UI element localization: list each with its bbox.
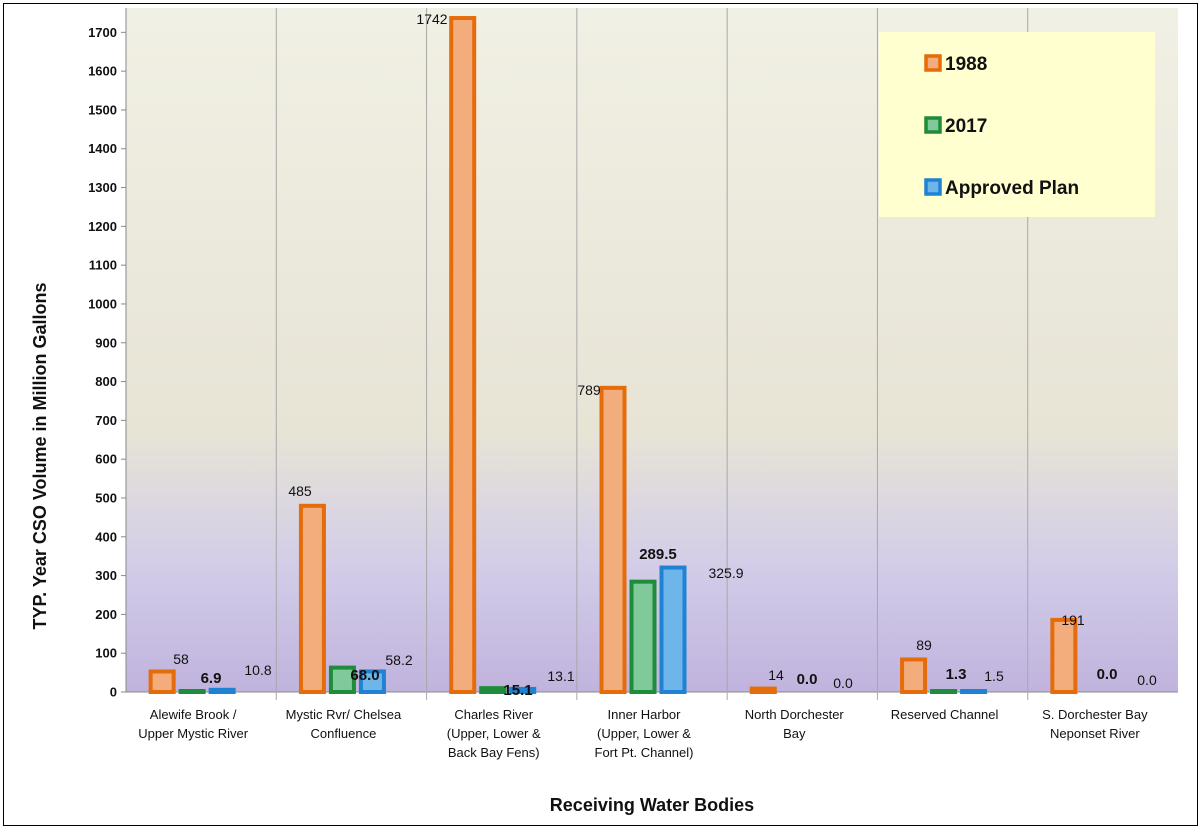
category-label: Alewife Brook / (150, 707, 237, 722)
y-tick-label: 200 (95, 607, 117, 622)
data-label-approved-plan: 13.1 (547, 668, 574, 684)
bar-2017 (629, 579, 657, 694)
data-label-2017: 0.0 (1097, 666, 1118, 683)
legend-swatch-approved-plan (924, 178, 942, 196)
data-label-approved-plan: 58.2 (385, 652, 412, 668)
category-label: Neponset River (1050, 726, 1140, 741)
category-label: Bay (783, 726, 806, 741)
category-label: Fort Pt. Channel) (595, 745, 694, 760)
y-tick-label: 800 (95, 374, 117, 389)
bar-approved-plan (208, 687, 236, 694)
legend-swatch-1988 (924, 54, 942, 72)
data-label-2017: 15.1 (503, 682, 532, 699)
data-label-2017: 6.9 (201, 670, 222, 687)
category-label: (Upper, Lower & (447, 726, 541, 741)
bar-2017 (178, 689, 206, 694)
bar-1988 (1050, 617, 1078, 694)
bar-approved-plan (358, 669, 386, 695)
y-tick-label: 1700 (88, 25, 117, 40)
y-tick-label: 1400 (88, 141, 117, 156)
bar-1988 (449, 16, 477, 695)
category-label: (Upper, Lower & (597, 726, 691, 741)
y-tick-label: 1100 (89, 258, 117, 273)
data-label-2017: 0.0 (797, 671, 818, 688)
data-label-2017: 289.5 (639, 546, 677, 563)
y-axis-title: TYP. Year CSO Volume in Million Gallons (30, 282, 50, 629)
data-label-1988: 89 (916, 637, 932, 653)
legend-label-approved-plan: Approved Plan (945, 178, 1079, 199)
y-tick-label: 300 (95, 568, 117, 583)
legend: 1988 2017 Approved Plan (879, 32, 1155, 217)
data-label-1988: 14 (768, 667, 784, 683)
category-label: North Dorchester (745, 707, 845, 722)
legend-label-1988: 1988 (945, 54, 987, 75)
category-label: S. Dorchester Bay (1042, 707, 1148, 722)
data-label-2017: 68.0 (350, 667, 379, 684)
y-tick-label: 1300 (88, 180, 117, 195)
data-label-1988: 58 (173, 651, 189, 667)
y-tick-label: 500 (95, 490, 117, 505)
y-tick-label: 600 (95, 452, 117, 467)
data-label-2017: 1.3 (946, 666, 967, 683)
bar-approved-plan (659, 565, 687, 695)
x-axis-title: Receiving Water Bodies (550, 795, 754, 815)
bar-1988 (599, 385, 627, 694)
data-label-approved-plan: 325.9 (708, 565, 743, 581)
bar-approved-plan (960, 689, 988, 694)
category-label: Charles River (454, 707, 533, 722)
category-label: Upper Mystic River (138, 726, 248, 741)
data-label-1988: 1742 (416, 11, 447, 27)
bar-1988 (749, 686, 777, 695)
y-tick-label: 900 (95, 335, 117, 350)
y-tick-label: 0 (110, 685, 117, 700)
category-label: Inner Harbor (608, 707, 682, 722)
data-label-approved-plan: 1.5 (984, 668, 1004, 684)
data-label-1988: 191 (1061, 612, 1085, 628)
y-tick-label: 1600 (88, 64, 117, 79)
bar-1988 (298, 503, 326, 694)
category-label: Back Bay Fens) (448, 745, 540, 760)
bar-1988 (900, 657, 928, 694)
y-tick-label: 400 (95, 529, 117, 544)
y-tick-label: 1000 (88, 296, 117, 311)
y-tick-label: 100 (95, 646, 117, 661)
legend-label-2017: 2017 (945, 116, 987, 137)
data-label-approved-plan: 0.0 (1137, 672, 1157, 688)
category-label: Reserved Channel (891, 707, 999, 722)
bar-approved-plan (509, 686, 537, 695)
y-tick-label: 1200 (88, 219, 117, 234)
bar-2017 (930, 689, 958, 694)
data-label-approved-plan: 0.0 (833, 675, 853, 691)
data-label-1988: 485 (288, 483, 312, 499)
data-label-1988: 789 (577, 382, 601, 398)
legend-swatch-2017 (924, 116, 942, 134)
y-tick-label: 1500 (88, 102, 117, 117)
bar-2017 (479, 686, 507, 695)
category-label: Mystic Rvr/ Chelsea (286, 707, 402, 722)
bar-2017 (328, 665, 356, 695)
y-tick-label: 700 (95, 413, 117, 428)
data-label-approved-plan: 10.8 (244, 662, 271, 678)
category-label: Confluence (311, 726, 377, 741)
bar-1988 (148, 669, 176, 694)
